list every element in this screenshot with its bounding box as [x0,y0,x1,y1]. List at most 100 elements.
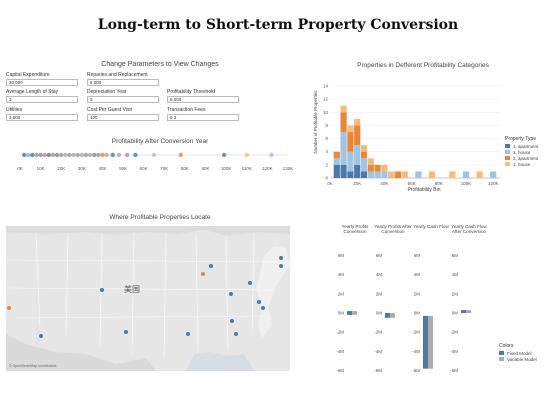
histogram-ytick: 4 [325,149,328,154]
repairs-input[interactable]: 6,000 [87,79,159,86]
histogram-bars [333,105,497,178]
histogram-bar [340,105,347,113]
strip-dot [151,152,157,158]
strip-dot [79,152,85,158]
strip-dot [87,152,93,158]
repairs-label: Reparies and Replacement [87,72,148,78]
cashflow-bar [385,313,390,318]
histogram-bar [340,132,347,165]
threshold-label: Profitability Threshold [167,89,215,95]
legend-item-2-apartment[interactable]: 2, apartment [505,155,555,161]
map-heading: Where Profitable Properties Locate [109,214,211,221]
transaction-fees-input[interactable]: 0.3 [167,114,239,121]
strip-dot [116,152,122,158]
utilities-label: Utilities [6,107,23,113]
histogram-bar [347,132,354,152]
cashflow-ytick: -6M [374,368,382,373]
histogram-bar [333,151,340,159]
histogram-bar [340,112,347,132]
histogram-bar [381,164,388,172]
cashflow-ytick: 2M [338,291,345,296]
legend-item-variable-model[interactable]: Variable Model [499,356,555,362]
cashflow-bar [347,311,352,315]
legend-item-1-apartment[interactable]: 1, apartment [505,143,555,149]
strip-dot [83,152,89,158]
cashflow-ytick: 6M [414,253,421,258]
histogram-bar [354,118,361,126]
histogram-bar [354,145,361,165]
depreciation-input[interactable]: 5 [87,96,159,103]
histogram-bar [374,164,381,172]
cashflow-ytick: 6M [376,253,383,258]
strip-tick: 110K [242,166,252,171]
strip-heading: Profitability After Conversion Year [111,138,209,145]
strip-dot [244,152,249,158]
histogram-bar [360,158,368,172]
strip-dot [59,152,64,158]
cashflow-ytick: 6M [452,253,459,258]
map-property-dot [248,281,252,285]
strip-dot [50,152,56,158]
histogram-xtick: 120K [488,181,499,186]
cashflow-bars [347,310,471,369]
dashboard-title: Long-term to Short-term Property Convers… [97,17,459,33]
cashflow-ytick: 2M [376,291,383,296]
strip-tick: 0K [17,166,23,171]
strip-tick: 80K [181,166,189,171]
map-attribution: © OpenStreetMap contributors [9,364,57,368]
cashflow-column-header: Yearly Profits Conversion [341,224,369,235]
strip-dot [63,152,68,158]
histogram-ylabel: Number of Profitable Properties [313,90,318,154]
histogram-bar [354,164,361,178]
histogram-ytick: 0 [325,176,328,181]
strip-dot [221,152,227,158]
histogram-xticks: 0K 20K 40K 60K 80K 100K 120K [327,181,498,186]
strip-tick: 50K [119,166,127,171]
cashflow-ytick: 0M [376,311,383,316]
parameters-heading: Change Parameters to View Changes [101,61,219,68]
histogram-bar [476,171,483,178]
cashflow-bar [466,310,471,313]
histogram-bar [394,171,402,178]
strip-tick: 70K [160,166,168,171]
strip-dot [34,152,39,158]
histogram-bar [354,125,361,146]
histogram-xtick: 100K [461,181,472,186]
capex-label: Capital Expenditure [6,72,50,78]
legend-item-2-house[interactable]: 2, house [505,161,555,167]
cashflow-ytick: 4M [376,272,383,277]
histogram-xtick: 40K [380,181,388,186]
histogram-bar [449,171,456,178]
histogram-bar [333,164,340,178]
strip-dot [178,152,183,158]
threshold-input[interactable]: 8,000 [167,96,239,103]
capex-input[interactable]: 30,000 [6,79,78,86]
legend-item-1-house[interactable]: 1, house [505,149,555,155]
strip-dot [92,152,97,158]
cashflow-ytick: 2M [452,291,459,296]
guest-cost-input[interactable]: 100 [87,114,159,121]
us-map[interactable]: 美国 © OpenStreetMap contributors [6,226,290,371]
legend-item-fixed-model[interactable]: Fixed Model [499,350,555,356]
guest-cost-label: Cost Per Guest Visit [87,107,132,113]
cashflow-ytick: -4M [336,349,344,354]
histogram-legend-title: Property Type [505,136,537,142]
map-gulf-region [186,352,254,371]
cashflow-bar [461,310,466,313]
map-east-coast [256,246,290,338]
histogram-bar [374,171,381,178]
cashflow-legend: Colors Fixed Model Variable Model [499,343,555,362]
map-property-dot [100,288,104,292]
strip-dot [71,152,76,158]
strip-tick: 20K [57,166,65,171]
histogram-bar [428,171,436,178]
cashflow-ytick: 6M [338,253,345,258]
cashflow-ytick: 2M [414,291,421,296]
stay-length-input[interactable]: 3 [6,96,78,103]
histogram-xtick: 20K [353,181,361,186]
strip-dot [26,152,31,158]
histogram-bar [360,171,368,178]
utilities-input[interactable]: 3,600 [6,114,78,121]
cashflow-bar [423,315,428,369]
cashflow-ytick: 4M [338,272,345,277]
